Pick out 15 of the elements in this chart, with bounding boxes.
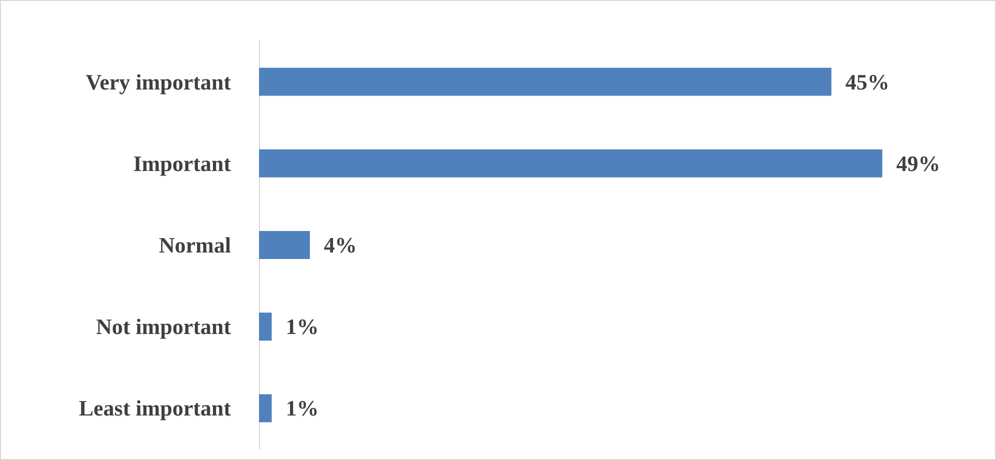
data-label: 49%	[896, 150, 940, 176]
y-tick-label: Important	[133, 150, 232, 176]
bar	[259, 68, 832, 96]
y-tick-label: Least important	[78, 396, 232, 421]
y-tick-label: Very important	[86, 69, 232, 94]
data-label: 4%	[324, 232, 357, 258]
data-label: 45%	[845, 69, 890, 94]
data-label: 1%	[286, 396, 319, 421]
data-label: 1%	[286, 314, 319, 340]
bar	[259, 312, 272, 341]
bar	[259, 231, 310, 259]
y-tick-label: Normal	[158, 232, 231, 258]
bar	[259, 394, 272, 422]
bar	[259, 149, 882, 178]
y-tick-label: Not important	[96, 314, 232, 340]
